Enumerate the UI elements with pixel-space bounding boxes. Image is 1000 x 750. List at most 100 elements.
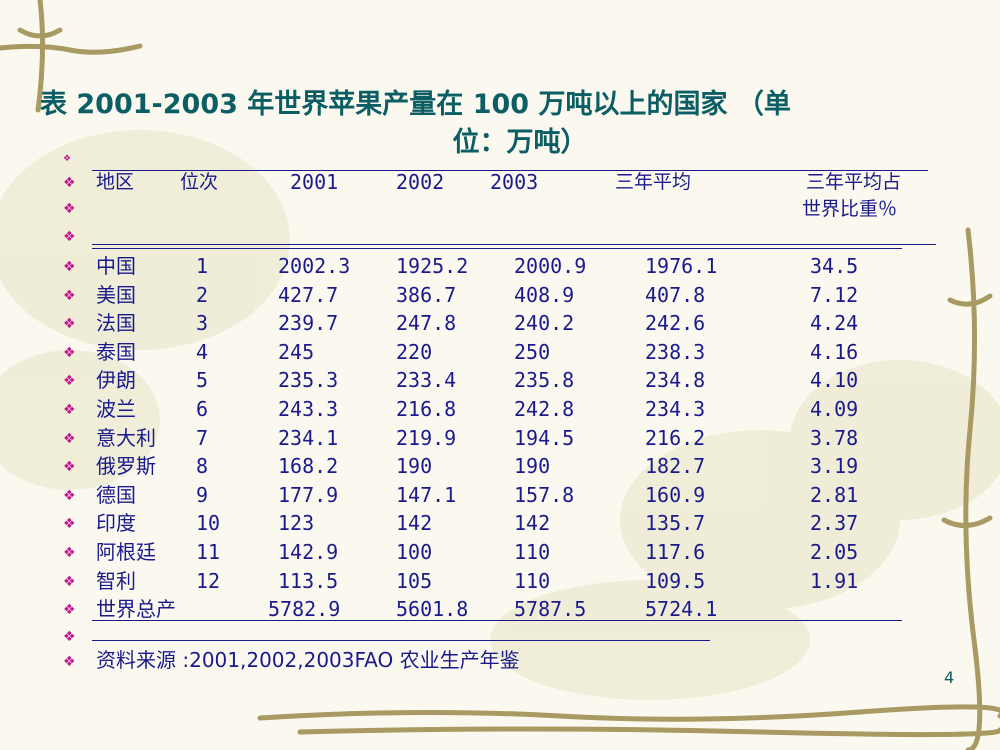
bullet-icon: ❖	[63, 259, 76, 275]
cell-region: 智利	[96, 569, 136, 593]
title-line-2: 位：万吨）	[452, 127, 588, 158]
cell-region: 意大利	[96, 426, 156, 450]
cell-2003: 190	[514, 454, 551, 478]
cell-share: 2.05	[810, 540, 859, 564]
total-2002: 5601.8	[396, 597, 469, 621]
cell-2003: 408.9	[514, 283, 575, 307]
cell-rank: 9	[196, 483, 209, 507]
cell-region: 伊朗	[96, 368, 136, 392]
cell-share: 1.91	[810, 569, 859, 593]
cell-three-year-avg: 135.7	[645, 511, 706, 535]
cell-2002: 220	[396, 340, 433, 364]
cell-2002: 219.9	[396, 426, 457, 450]
cell-2003: 235.8	[514, 368, 575, 392]
cell-2002: 190	[396, 454, 433, 478]
bullet-icon: ❖	[63, 431, 76, 447]
cell-rank: 10	[196, 511, 221, 535]
cell-rank: 3	[196, 311, 209, 335]
cell-rank: 11	[196, 540, 221, 564]
source-note: 资料来源 :2001,2002,2003FAO 农业生产年鉴	[96, 648, 520, 672]
cell-2002: 1925.2	[396, 254, 469, 278]
header-region: 地区	[96, 171, 135, 193]
cell-2003: 250	[514, 340, 551, 364]
bullet-icon: ❖	[63, 288, 76, 304]
slide-title: 表 2001-2003 年世界苹果产量在 100 万吨以上的国家 （单 位：万吨…	[40, 86, 970, 162]
cell-2003: 157.8	[514, 483, 575, 507]
cell-2002: 142	[396, 511, 433, 535]
table-header-rule-2	[92, 248, 902, 249]
table-top-rule	[92, 170, 928, 171]
cell-2002: 216.8	[396, 397, 457, 421]
cell-rank: 8	[196, 454, 209, 478]
cell-share: 4.10	[810, 368, 859, 392]
cell-region: 中国	[96, 254, 136, 278]
bullet-icon: ❖	[63, 373, 76, 389]
bullet-icon: ❖	[63, 654, 76, 670]
cell-2001: 243.3	[278, 397, 339, 421]
cell-three-year-avg: 160.9	[645, 483, 706, 507]
cell-share: 4.24	[810, 311, 859, 335]
header-2003: 2003	[490, 170, 539, 194]
cell-2001: 2002.3	[278, 254, 351, 278]
title-line-1: 表 2001-2003 年世界苹果产量在 100 万吨以上的国家 （单	[40, 89, 791, 120]
cell-three-year-avg: 182.7	[645, 454, 706, 478]
bullet-icon: ❖	[63, 175, 76, 191]
cell-2003: 242.8	[514, 397, 575, 421]
bullet-icon: ❖	[63, 488, 76, 504]
cell-region: 法国	[96, 311, 136, 335]
cell-three-year-avg: 234.3	[645, 397, 706, 421]
cell-region: 俄罗斯	[96, 454, 156, 478]
cell-rank: 2	[196, 283, 209, 307]
bullet-icon: ❖	[63, 229, 76, 245]
cell-rank: 7	[196, 426, 209, 450]
bullet-icon: ❖	[63, 402, 76, 418]
cell-2002: 233.4	[396, 368, 457, 392]
cell-2003: 2000.9	[514, 254, 587, 278]
cell-2001: 235.3	[278, 368, 339, 392]
bullet-icon: ❖	[63, 574, 76, 590]
cell-share: 3.19	[810, 454, 859, 478]
cell-2001: 123	[278, 511, 315, 535]
cell-rank: 6	[196, 397, 209, 421]
cell-2003: 142	[514, 511, 551, 535]
header-2002: 2002	[396, 170, 445, 194]
header-three-year-avg: 三年平均	[615, 171, 692, 193]
cell-2003: 110	[514, 540, 551, 564]
bullet-icon: ❖	[63, 459, 76, 475]
total-2001: 5782.9	[268, 597, 341, 621]
bullet-icon: ❖	[63, 201, 76, 217]
cell-three-year-avg: 407.8	[645, 283, 706, 307]
header-2001: 2001	[290, 170, 339, 194]
total-label: 世界总产	[96, 597, 176, 621]
bullet-icon: ❖	[63, 602, 76, 618]
cell-rank: 5	[196, 368, 209, 392]
cell-region: 波兰	[96, 397, 136, 421]
table-bottom-rule	[92, 620, 902, 621]
bullet-icon: ❖	[63, 516, 76, 532]
cell-three-year-avg: 234.8	[645, 368, 706, 392]
cell-2002: 386.7	[396, 283, 457, 307]
bullet-icon: ❖	[63, 545, 76, 561]
cell-2003: 194.5	[514, 426, 575, 450]
cell-region: 泰国	[96, 340, 136, 364]
header-rank: 位次	[180, 171, 219, 193]
cell-region: 美国	[96, 283, 136, 307]
total-2003: 5787.5	[514, 597, 587, 621]
cell-2001: 168.2	[278, 454, 339, 478]
header-share-line-1: 三年平均占	[806, 171, 902, 193]
cell-2003: 110	[514, 569, 551, 593]
cell-rank: 1	[196, 254, 209, 278]
bullet-icon: ❖	[63, 629, 76, 645]
source-separator-rule	[92, 640, 710, 641]
cell-three-year-avg: 216.2	[645, 426, 706, 450]
cell-region: 德国	[96, 483, 136, 507]
page-number: 4	[944, 668, 955, 687]
cell-region: 印度	[96, 511, 136, 535]
cell-2001: 113.5	[278, 569, 339, 593]
cell-share: 4.09	[810, 397, 859, 421]
cell-three-year-avg: 117.6	[645, 540, 706, 564]
cell-2001: 239.7	[278, 311, 339, 335]
cell-share: 4.16	[810, 340, 859, 364]
cell-rank: 12	[196, 569, 221, 593]
